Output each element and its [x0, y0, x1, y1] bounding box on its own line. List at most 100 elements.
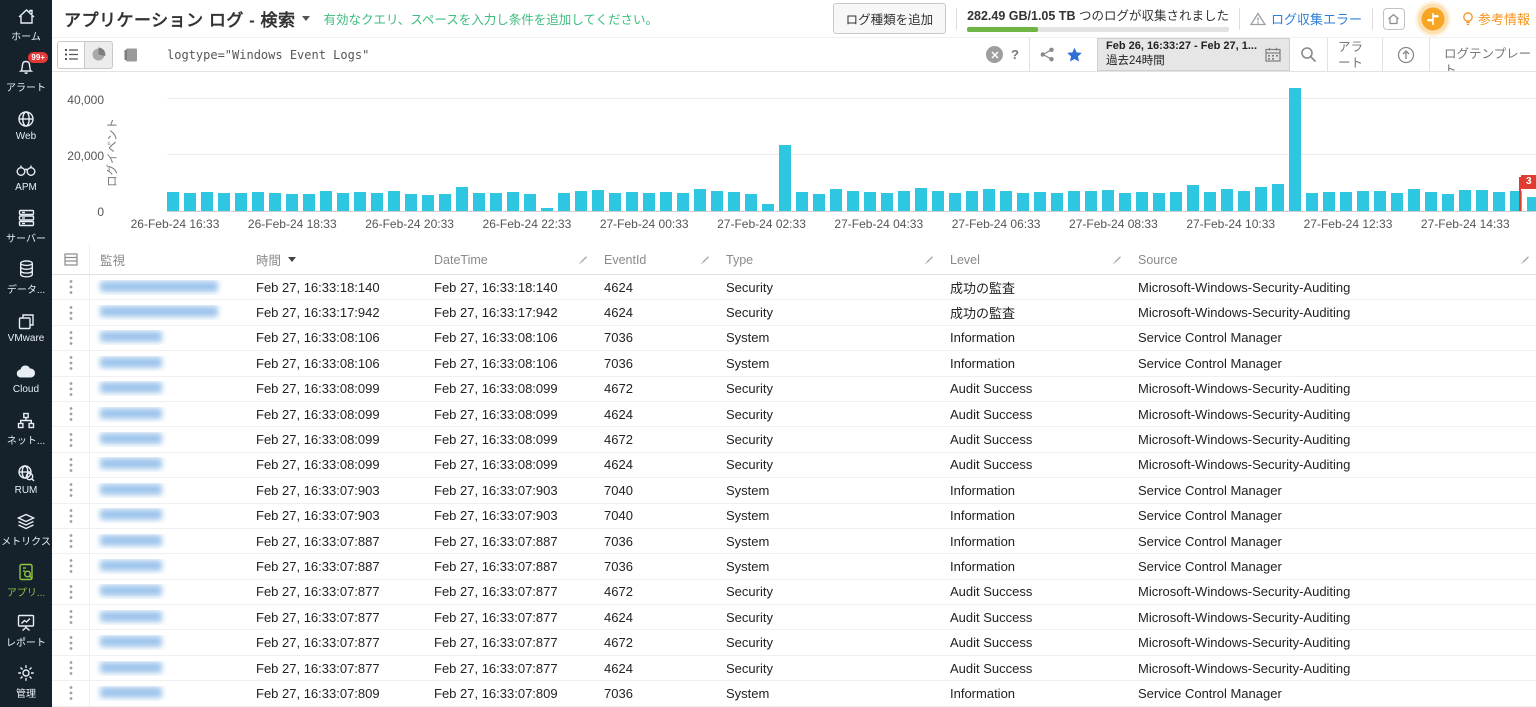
chart-bar[interactable] [864, 192, 876, 211]
chart-bar[interactable] [1340, 191, 1352, 211]
table-settings-icon[interactable] [52, 245, 90, 274]
chart-bar[interactable] [830, 189, 842, 211]
row-actions-icon[interactable] [52, 351, 89, 375]
edit-column-icon[interactable] [1112, 253, 1122, 267]
chart-bar[interactable] [1391, 193, 1403, 211]
saved-query-icon[interactable] [123, 47, 139, 63]
chart-bar[interactable] [252, 191, 264, 211]
chart-bar[interactable] [235, 192, 247, 211]
chart-bar[interactable] [337, 192, 349, 211]
chart-bar[interactable] [1527, 197, 1536, 211]
chart-bar[interactable] [405, 194, 417, 211]
chart-bar[interactable] [1425, 191, 1437, 211]
monitor-link[interactable] [100, 433, 162, 445]
column-header-event_id[interactable]: EventId [594, 253, 716, 267]
search-icon[interactable] [1290, 46, 1327, 63]
edit-column-icon[interactable] [924, 253, 934, 267]
chart-bar[interactable] [1153, 193, 1165, 211]
monitor-link[interactable] [100, 306, 218, 318]
chart-bar[interactable] [1221, 188, 1233, 211]
row-actions-icon[interactable] [52, 580, 89, 604]
date-range-picker[interactable]: Feb 26, 16:33:27 - Feb 27, 1... 過去24時間 [1096, 38, 1290, 71]
chart-bar[interactable] [1187, 184, 1199, 211]
chart-bar[interactable] [1323, 192, 1335, 211]
chart-bar[interactable] [354, 191, 366, 211]
monitor-link[interactable] [100, 585, 162, 597]
column-header-level[interactable]: Level [940, 253, 1128, 267]
monitor-link[interactable] [100, 280, 218, 292]
row-actions-icon[interactable] [52, 300, 89, 324]
monitor-link[interactable] [100, 483, 162, 495]
chart-view-toggle[interactable] [85, 42, 112, 68]
chart-bar[interactable] [388, 191, 400, 211]
row-actions-icon[interactable] [52, 630, 89, 654]
chart-bar[interactable] [694, 188, 706, 211]
chart-bar[interactable] [541, 208, 553, 211]
sidebar-item-report[interactable]: レポート [0, 606, 52, 657]
chart-bar[interactable] [371, 192, 383, 211]
chart-bar[interactable] [1442, 193, 1454, 211]
chart-bar[interactable] [813, 193, 825, 211]
chart-bar[interactable] [677, 193, 689, 211]
chart-bar[interactable] [218, 193, 230, 211]
chart-bar[interactable] [660, 191, 672, 211]
sidebar-item-applogs[interactable]: アプリ... [0, 556, 52, 607]
chart-bar[interactable] [269, 192, 281, 211]
chart-bar[interactable] [609, 193, 621, 211]
chart-bar[interactable] [1476, 190, 1488, 211]
chart-bar[interactable] [1459, 189, 1471, 211]
monitor-link[interactable] [100, 534, 162, 546]
chart-bar[interactable] [762, 204, 774, 211]
chart-bar[interactable] [1255, 186, 1267, 211]
monitor-link[interactable] [100, 509, 162, 521]
chart-bar[interactable] [1238, 191, 1250, 211]
chart-bar[interactable] [1034, 191, 1046, 211]
chart-bar[interactable] [558, 192, 570, 211]
sidebar-item-alerts[interactable]: 99+ アラート [0, 51, 52, 102]
row-actions-icon[interactable] [52, 453, 89, 477]
chart-bar[interactable] [1357, 190, 1369, 211]
monitor-link[interactable] [100, 407, 162, 419]
row-actions-icon[interactable] [52, 478, 89, 502]
chart-bar[interactable] [1085, 190, 1097, 211]
log-collection-error-link[interactable]: ログ収集エラー [1249, 9, 1362, 28]
chart-bar[interactable] [745, 193, 757, 211]
sidebar-item-data[interactable]: データ... [0, 253, 52, 304]
monitor-link[interactable] [100, 686, 162, 698]
chart-bar[interactable] [1272, 184, 1284, 211]
chart-bar[interactable] [201, 191, 213, 211]
chart-bar[interactable] [643, 192, 655, 211]
row-actions-icon[interactable] [52, 529, 89, 553]
row-actions-icon[interactable] [52, 554, 89, 578]
chart-bar[interactable] [1170, 192, 1182, 211]
chart-bar[interactable] [1102, 190, 1114, 211]
sidebar-item-vmware[interactable]: VMware [0, 303, 52, 354]
sidebar-item-metrics[interactable]: メトリクス [0, 505, 52, 556]
clear-query-icon[interactable] [986, 46, 1004, 63]
row-actions-icon[interactable] [52, 605, 89, 629]
column-header-monitor[interactable]: 監視 [90, 250, 246, 269]
monitor-link[interactable] [100, 458, 162, 470]
sidebar-item-home[interactable]: ホーム [0, 0, 52, 51]
chart-bar[interactable] [728, 192, 740, 211]
share-icon[interactable] [1030, 47, 1062, 62]
chart-bar[interactable] [1000, 191, 1012, 211]
chart-bar[interactable] [966, 190, 978, 211]
home-shortcut-icon[interactable] [1382, 7, 1405, 30]
chart-bar[interactable] [779, 145, 791, 211]
list-view-toggle[interactable] [58, 41, 85, 68]
monitor-link[interactable] [100, 356, 162, 368]
edit-column-icon[interactable] [1520, 253, 1530, 267]
row-actions-icon[interactable] [52, 504, 89, 528]
chart-bar[interactable] [167, 191, 179, 211]
monitor-link[interactable] [100, 636, 162, 648]
chart-bar[interactable] [1136, 192, 1148, 211]
chart-bar[interactable] [439, 193, 451, 211]
chart-bar[interactable] [184, 193, 196, 211]
monitor-link[interactable] [100, 559, 162, 571]
chart-bar[interactable] [949, 192, 961, 211]
row-actions-icon[interactable] [52, 427, 89, 451]
chart-bar[interactable] [1204, 191, 1216, 211]
sidebar-item-admin[interactable]: 管理 [0, 657, 52, 707]
log-template-button[interactable]: ログテンプレート [1444, 46, 1532, 71]
